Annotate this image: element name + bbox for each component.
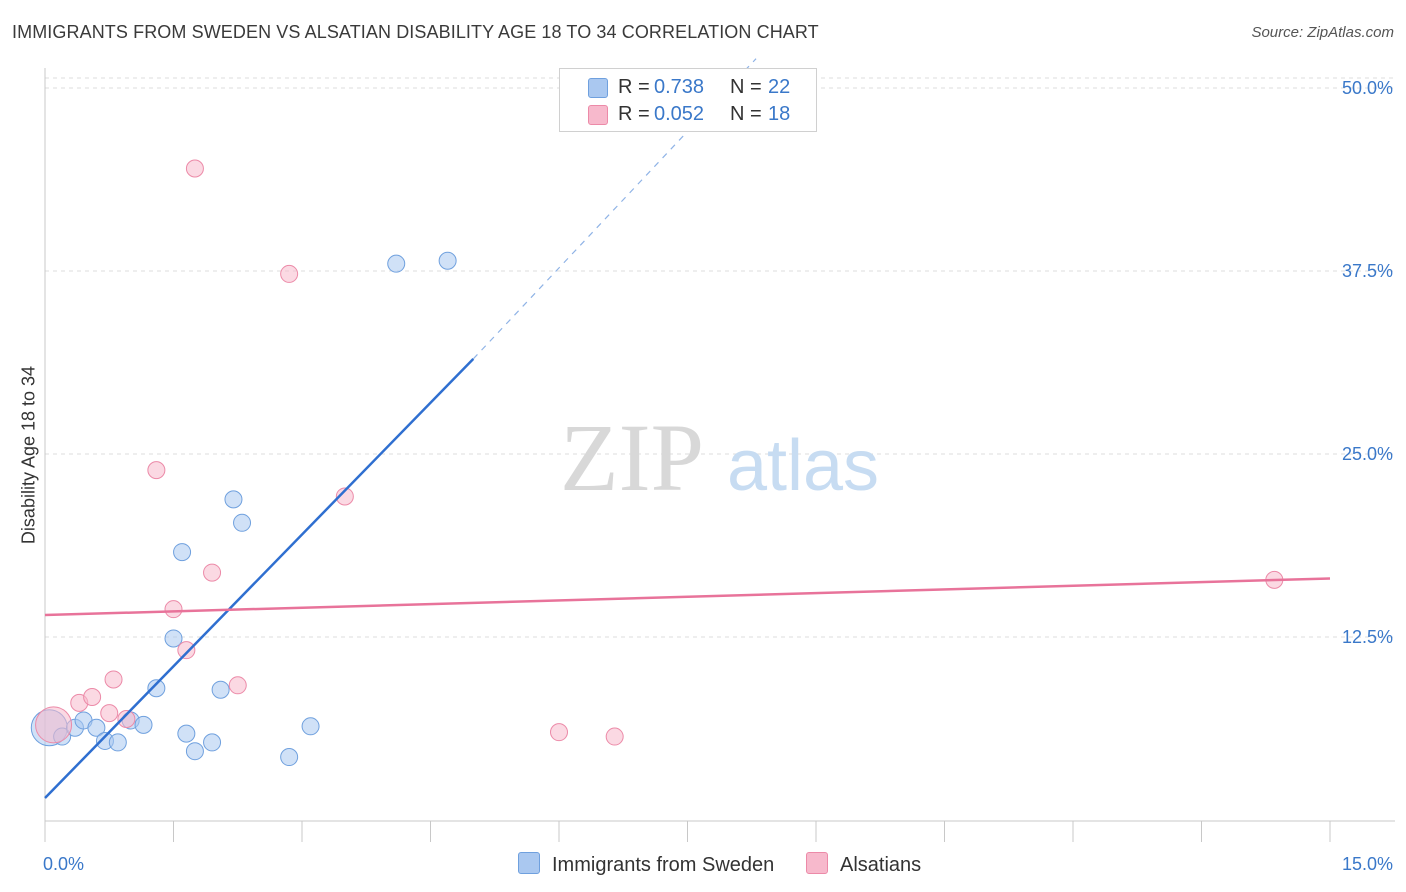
sweden-point <box>233 513 252 532</box>
legend-swatch-sweden <box>588 78 608 98</box>
y-tick-label: 25.0% <box>1342 444 1393 464</box>
bottom-legend-swatch-alsatians <box>806 852 828 874</box>
legend-r-value: 0.052 <box>654 103 705 125</box>
alsatian-point <box>605 727 624 746</box>
sweden-point <box>211 680 230 699</box>
sweden-point <box>164 629 183 648</box>
trend-lines <box>44 58 1331 799</box>
axes <box>44 68 1395 842</box>
alsatian-point <box>280 264 299 283</box>
tick-labels: 12.5% 25.0% 37.5% 50.0% 0.0% 15.0% <box>43 78 1393 874</box>
sweden-point <box>387 254 406 273</box>
y-tick-label: 12.5% <box>1342 627 1393 647</box>
alsatian-point <box>164 600 183 619</box>
legend-r-value: 0.738 <box>654 76 705 98</box>
alsatian-point <box>104 670 123 689</box>
legend-r-label: R = <box>618 103 650 125</box>
alsatian-point <box>117 709 136 728</box>
alsatian-point <box>203 563 222 582</box>
alsatian-point <box>335 487 354 506</box>
sweden-point <box>203 733 222 752</box>
bottom-legend-label-sweden: Immigrants from Sweden <box>552 854 775 876</box>
sweden-point <box>438 251 457 270</box>
data-points <box>30 159 1284 767</box>
x-tick-label: 0.0% <box>43 854 84 874</box>
alsatian-point <box>35 706 73 744</box>
alsatian-point <box>550 723 568 742</box>
sweden-point <box>224 490 243 509</box>
sweden-trend-line <box>44 357 475 799</box>
legend-swatch-alsatians <box>588 105 608 125</box>
sweden-trend-extension <box>472 58 757 360</box>
alsatian-point <box>83 688 102 707</box>
gridlines <box>45 77 1395 638</box>
legend-n-value: 18 <box>768 103 791 125</box>
alsatian-point <box>100 704 119 723</box>
sweden-point <box>147 679 166 698</box>
chart-title: IMMIGRANTS FROM SWEDEN VS ALSATIAN DISAB… <box>12 22 819 42</box>
y-tick-label: 50.0% <box>1342 78 1393 98</box>
alsatian-point <box>228 676 247 695</box>
x-tick-label: 15.0% <box>1342 854 1393 874</box>
y-axis-label: Disability Age 18 to 34 <box>18 365 39 545</box>
watermark-zip: ZIP <box>560 404 704 511</box>
legend-n-label: N = <box>730 103 762 125</box>
sweden-point <box>177 724 196 743</box>
source-credit: Source: ZipAtlas.com <box>1251 24 1394 41</box>
alsatian-trend-line <box>44 577 1331 617</box>
sweden-point <box>134 715 153 734</box>
y-tick-label: 37.5% <box>1342 261 1393 281</box>
bottom-legend-sweden: Immigrants from Sweden <box>518 852 774 877</box>
alsatian-point <box>185 159 204 178</box>
watermark-atlas: atlas <box>727 426 879 506</box>
bottom-legend-label-alsatians: Alsatians <box>840 854 922 876</box>
stats-legend: R = 0.738 N = 22 R = 0.052 N = 18 <box>559 68 817 132</box>
legend-r-label: R = <box>618 76 650 98</box>
alsatian-point <box>147 461 166 480</box>
legend-n-value: 22 <box>768 76 791 98</box>
sweden-point <box>87 718 106 737</box>
watermark: ZIP atlas <box>560 404 879 511</box>
sweden-point <box>301 717 320 736</box>
sweden-point <box>280 748 299 767</box>
alsatian-point <box>177 641 196 660</box>
sweden-point <box>185 742 204 761</box>
sweden-point <box>108 733 127 752</box>
bottom-legend-alsatians: Alsatians <box>806 852 921 877</box>
sweden-point <box>173 543 192 562</box>
legend-n-label: N = <box>730 76 762 98</box>
bottom-legend-swatch-sweden <box>518 852 540 874</box>
